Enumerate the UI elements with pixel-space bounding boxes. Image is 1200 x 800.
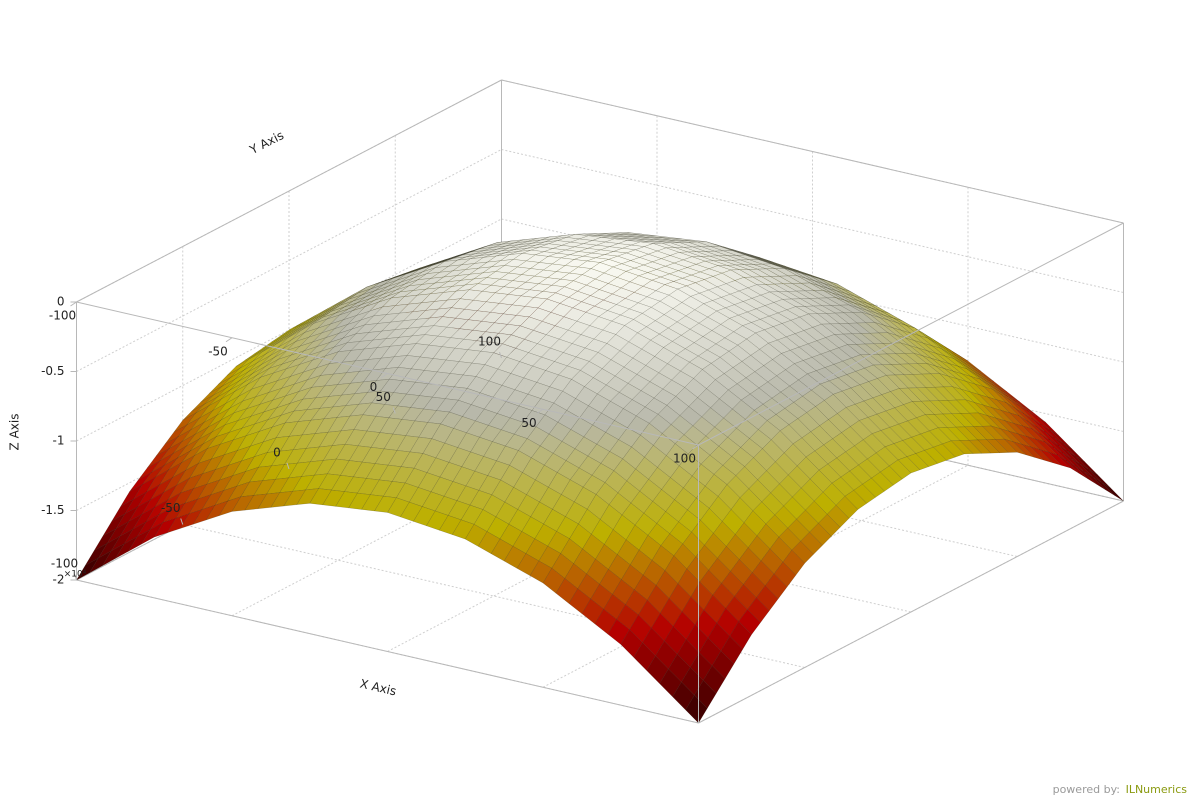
- y-tick-label: 50: [376, 390, 391, 404]
- x-tick-label: -100: [49, 309, 76, 323]
- x-tick-label: 100: [673, 452, 696, 466]
- tick-mark: [225, 337, 233, 343]
- surface-patch: [685, 694, 708, 724]
- box-edge: [698, 222, 1124, 446]
- y-tick-label: -100: [51, 557, 78, 571]
- tick-mark: [74, 573, 77, 581]
- watermark-prefix: powered by:: [1053, 783, 1120, 796]
- box-edge: [698, 500, 1124, 724]
- z-multiplier: ×10⁴: [64, 570, 87, 580]
- y-axis-label: Y Axis: [247, 128, 286, 157]
- tick-mark: [392, 407, 396, 414]
- tick-mark: [286, 462, 290, 470]
- tick-mark: [70, 301, 77, 307]
- x-tick-label: 50: [521, 416, 536, 430]
- tick-mark: [692, 444, 699, 450]
- y-tick-label: 0: [273, 446, 281, 460]
- y-tick-label: 100: [478, 335, 501, 349]
- tick-mark: [499, 351, 502, 359]
- tick-mark: [180, 518, 184, 525]
- z-axis-label: Z Axis: [8, 414, 22, 451]
- z-tick-label: -1: [53, 434, 65, 448]
- y-tick-label: -50: [161, 501, 181, 515]
- box-edge: [76, 579, 699, 724]
- tick-mark: [381, 373, 388, 378]
- z-tick-label: -0.5: [41, 364, 64, 378]
- z-tick-label: -2: [53, 573, 65, 587]
- surface-patch: [1092, 476, 1115, 496]
- tick-mark: [536, 408, 544, 414]
- x-tick-label: -50: [208, 344, 228, 358]
- x-axis-label: X Axis: [359, 677, 398, 699]
- box-edge: [501, 79, 1124, 224]
- z-tick-label: -1.5: [41, 503, 64, 517]
- watermark-brand: ILNumerics: [1126, 783, 1188, 796]
- z-tick-label: 0: [57, 295, 65, 309]
- box-edge: [76, 79, 502, 303]
- surface: [75, 232, 1124, 724]
- x-tick-label: 0: [370, 380, 378, 394]
